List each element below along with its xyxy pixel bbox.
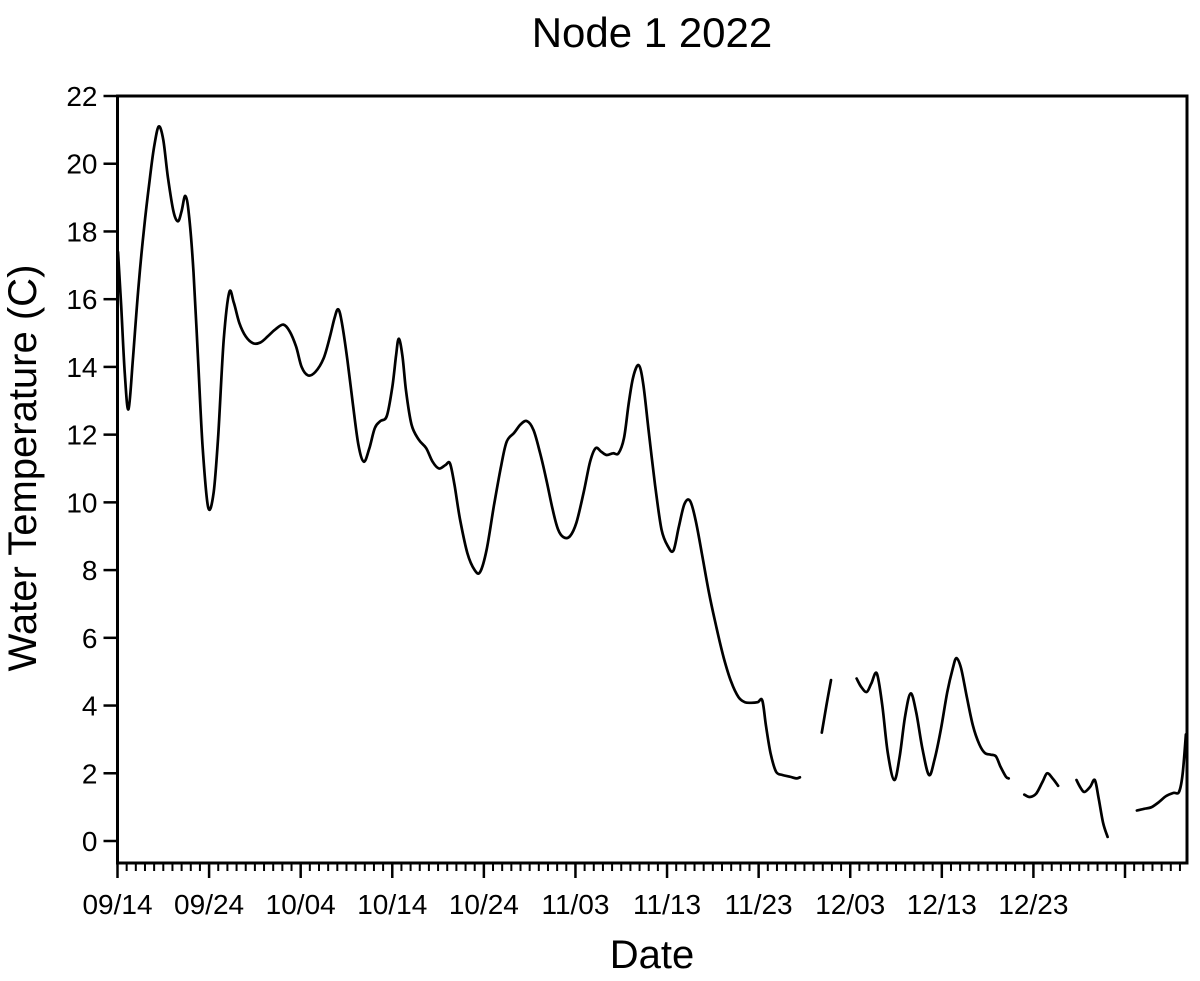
y-tick-label: 10 [66,487,97,518]
y-tick-label: 12 [66,420,97,451]
y-tick-label: 18 [66,216,97,247]
x-tick-label: 09/24 [174,889,244,920]
y-tick-label: 6 [82,623,98,654]
y-tick-label: 16 [66,284,97,315]
temperature-line-segment [1135,732,1188,812]
plot-frame [116,94,1189,865]
x-tick-label: 10/24 [449,889,519,920]
y-tick-label: 22 [66,81,97,112]
x-axis-label: Date [610,933,695,977]
x-tick-label: 12/03 [815,889,885,920]
y-tick-label: 8 [82,555,98,586]
chart-title: Node 1 2022 [532,9,773,56]
y-tick-label: 14 [66,352,97,383]
x-tick-label: 10/04 [266,889,336,920]
x-tick-label: 09/14 [82,889,152,920]
y-tick-label: 4 [82,691,98,722]
y-axis-label: Water Temperature (C) [1,265,45,672]
temperature-line-segment [116,125,802,780]
y-tick-label: 20 [66,149,97,180]
x-tick-label: 12/23 [998,889,1068,920]
y-tick-label: 0 [82,826,98,857]
x-tick-label: 11/13 [633,889,701,920]
x-tick-label: 10/14 [357,889,427,920]
temperature-line-segment [1075,778,1109,839]
x-tick-label: 11/23 [725,889,793,920]
temperature-line-segment [855,656,1011,782]
x-tick-label: 11/03 [541,889,609,920]
y-tick-label: 2 [82,758,98,789]
axis-ticks [103,94,1181,878]
x-tick-label: 12/13 [907,889,977,920]
axis-tick-labels: 0 2 4 6 8 10 12 14 16 18 20 22 09/14 09/24 10/04 10/14 1… [66,81,1068,920]
temperature-line-segment [1022,771,1060,799]
temperature-line-segment [820,678,833,734]
temperature-line [116,125,1188,839]
